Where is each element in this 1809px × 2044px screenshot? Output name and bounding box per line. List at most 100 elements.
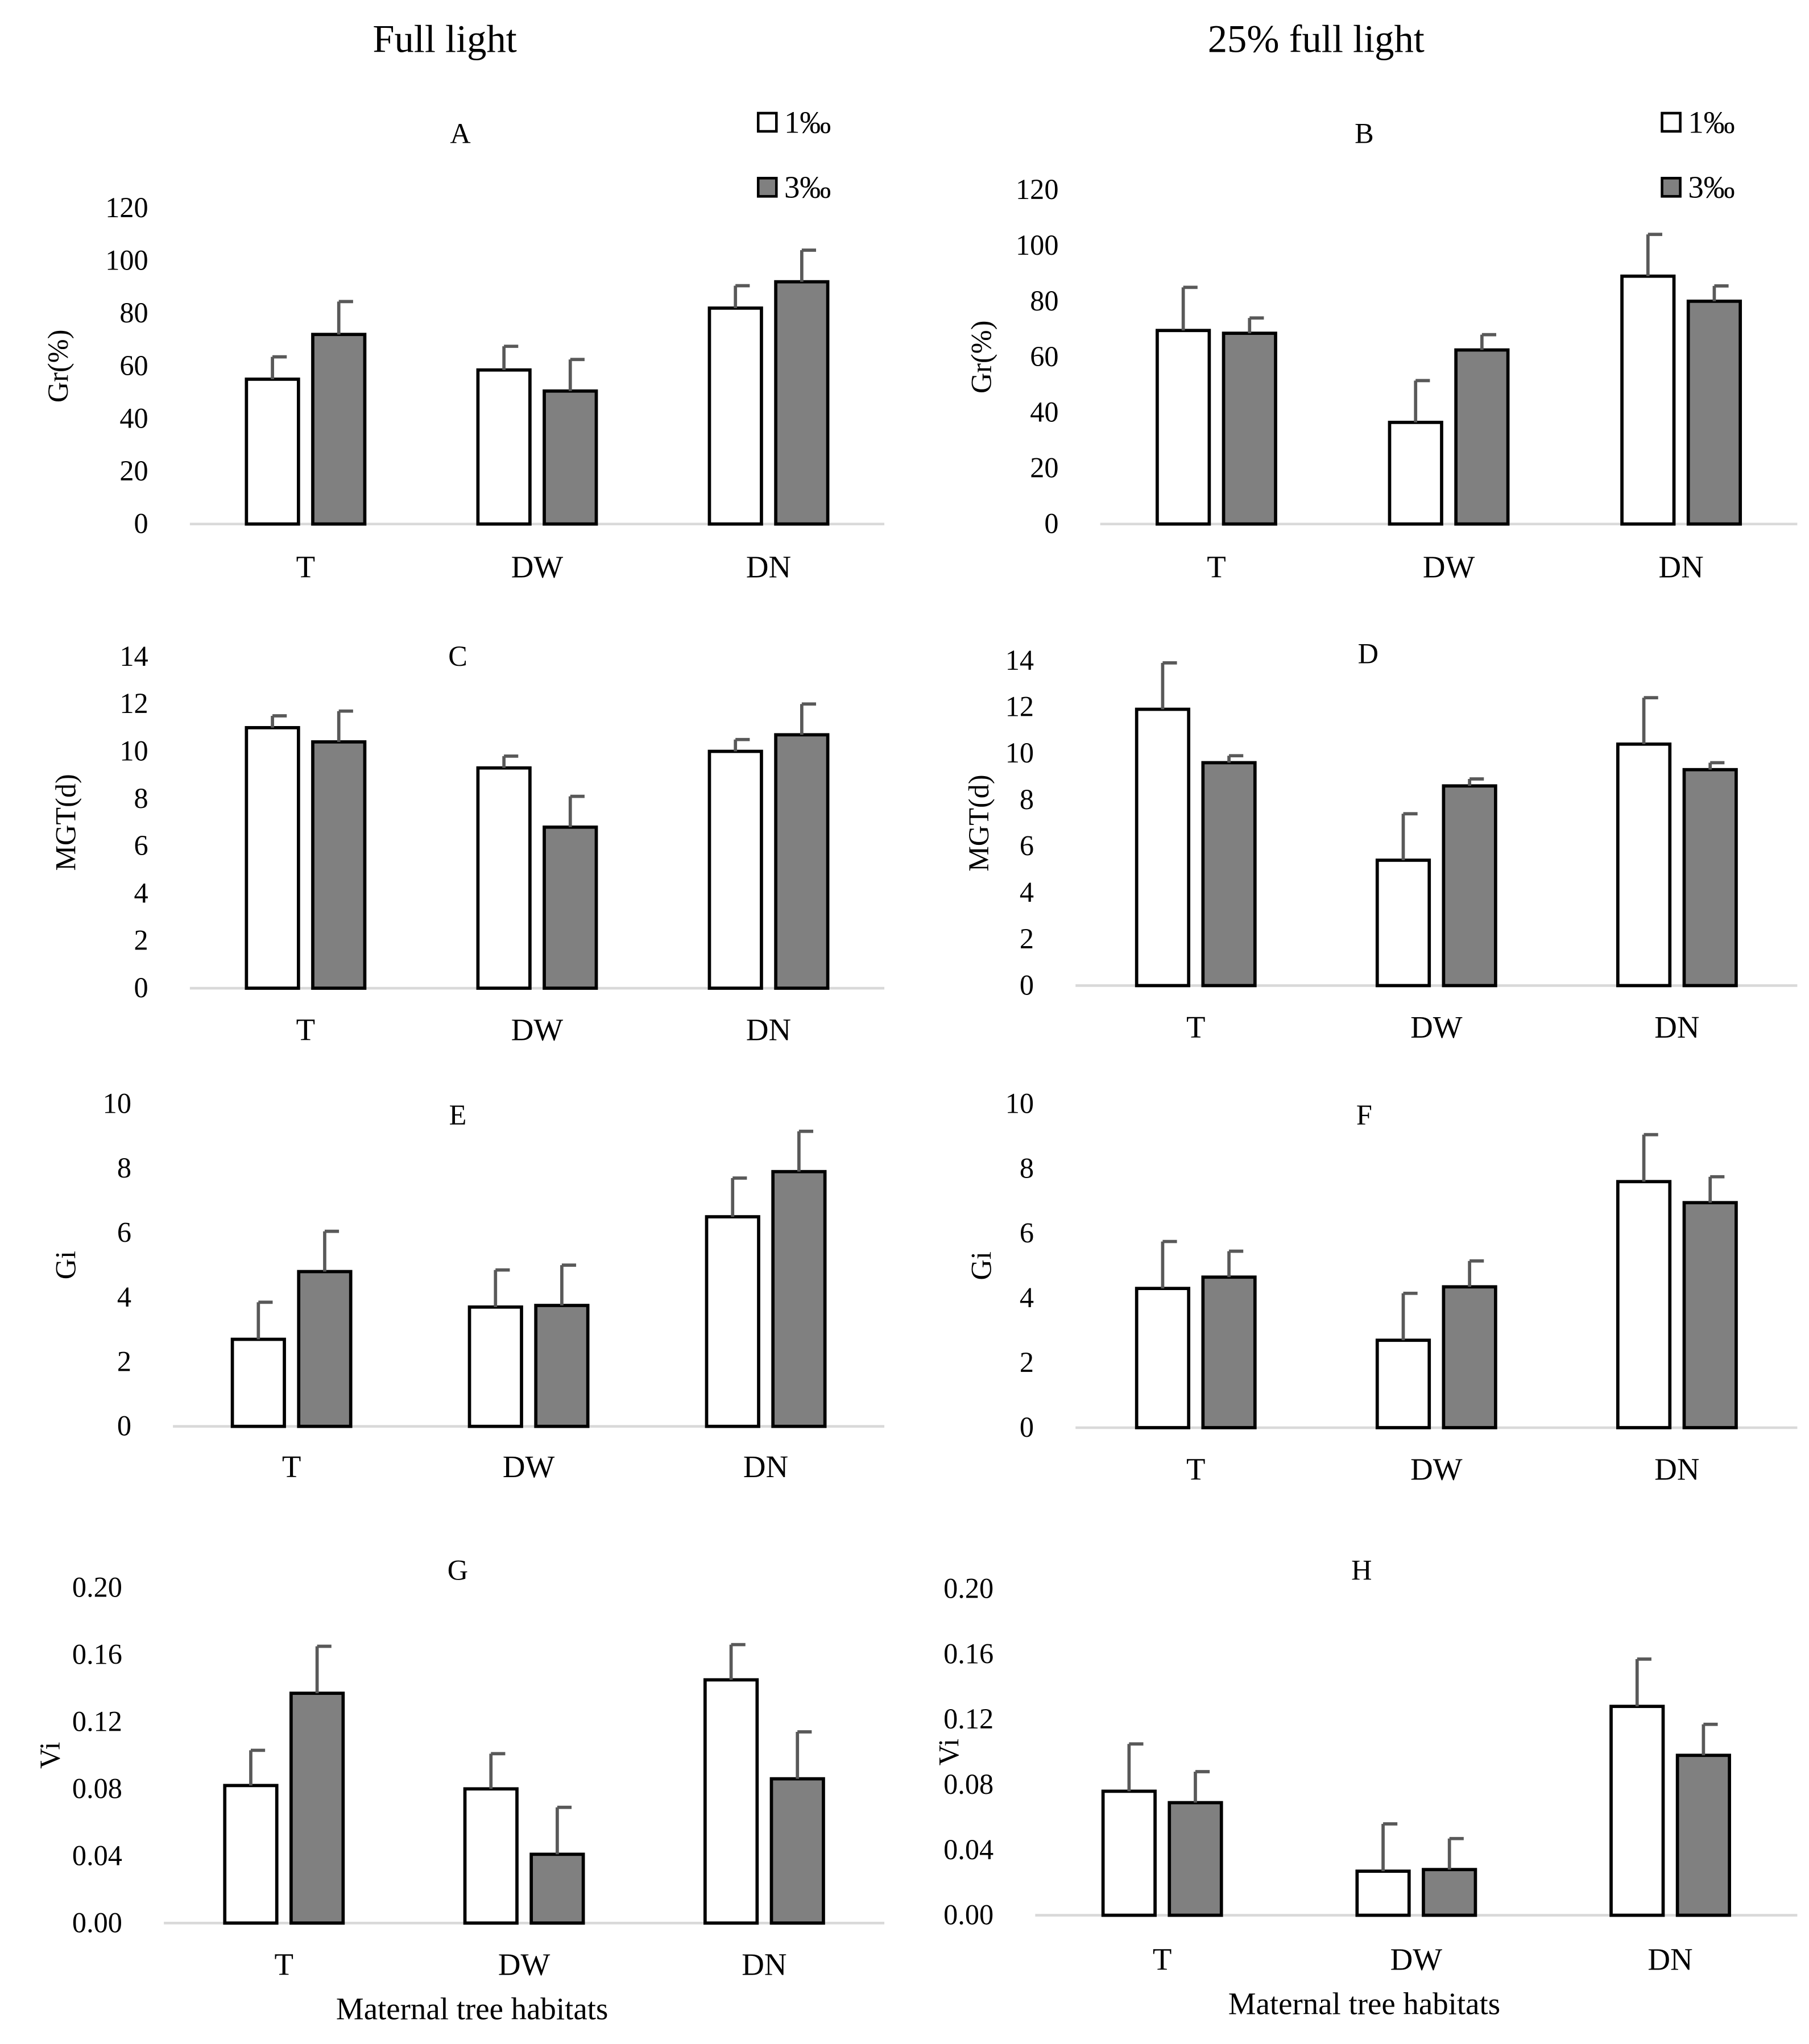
bar-t-series-1 [245,378,300,526]
x-tick-label: T [296,1013,316,1047]
x-tick-label: T [275,1947,294,1982]
bar-dn-series-1 [703,1678,759,1925]
y-tick-label: 0.04 [72,1839,122,1871]
y-tick-label: 4 [1020,876,1034,908]
y-axis-label: Gr(%) [966,321,997,393]
y-tick-label: 20 [1030,452,1058,484]
x-tick-label: DN [746,1013,791,1047]
y-tick-label: 0.08 [943,1768,993,1800]
x-tick-label: T [282,1449,301,1484]
chart-panel-e: E 0 2 4 6 8 10 Gi T DW DN [50,1088,885,1484]
y-tick-label: 8 [1020,783,1034,815]
legend-swatch [1661,177,1682,198]
x-tick-label: T [1186,1010,1206,1044]
panel-label: B [1355,118,1374,150]
x-tick-label: DN [1654,1452,1699,1486]
x-tick-label: DW [1410,1452,1463,1486]
y-axis-label: Vi [34,1742,66,1769]
legend-label: 1‰ [784,105,831,139]
bar-t-series-2 [1168,1801,1223,1917]
bar-dw-series-1 [476,368,532,526]
x-tick-label: DW [1410,1010,1463,1044]
y-tick-label: 2 [134,924,148,956]
y-tick-label: 14 [119,640,148,672]
bar-dw-series-2 [543,825,598,990]
bar-dn-series-1 [707,749,763,990]
legend-b: 1‰ 3‰ [1661,105,1735,205]
y-tick-label: 0.08 [72,1772,122,1804]
column-header-full-light: Full light [372,18,516,61]
chart-panel-b: B 0 20 40 60 80 100 120 Gr(%) T DW DN [966,118,1798,584]
y-tick-label: 4 [1020,1282,1034,1313]
legend-swatch [1661,111,1682,133]
y-tick-label: 120 [1016,173,1058,205]
bar-t-series-2 [311,333,367,526]
bar-dw-series-2 [529,1852,585,1925]
bar-t-series-1 [1156,329,1211,526]
y-tick-label: 0.12 [72,1705,122,1737]
y-tick-label: 120 [105,192,148,223]
y-tick-label: 100 [105,244,148,276]
bar-dn-series-1 [1616,742,1672,988]
bar-t-series-2 [1201,1275,1257,1429]
panel-label: A [450,118,470,150]
bar-t-series-2 [297,1270,353,1428]
bar-t-series-1 [245,725,300,990]
y-tick-label: 100 [1016,229,1058,261]
bar-dn-series-2 [774,280,830,526]
chart-panel-g: G 0.00 0.04 0.08 0.12 0.16 0.20 Vi T DW DN Maternal… [34,1554,885,2026]
y-tick-label: 0 [134,508,148,540]
column-header-25-full-light: 25% full light [1208,18,1425,61]
y-axis-label: MGT(d) [963,774,995,871]
legend-a: 1‰ 3‰ [756,105,831,205]
y-tick-label: 2 [1020,1346,1034,1378]
y-tick-label: 80 [119,297,148,329]
y-tick-label: 0.00 [72,1906,122,1938]
y-tick-label: 4 [117,1281,131,1313]
x-axis-label: Maternal tree habitats [1228,1986,1500,2021]
y-axis-label: Gr(%) [42,330,74,403]
y-tick-label: 60 [1030,341,1058,372]
x-tick-label: DN [1647,1942,1692,1977]
bar-dw-series-2 [1442,784,1497,988]
bar-t-series-2 [1222,331,1277,526]
y-tick-label: 8 [134,782,148,814]
y-tick-label: 12 [119,687,148,719]
x-tick-label: DN [1654,1010,1699,1044]
bar-t-series-1 [1135,1287,1191,1429]
bar-dw-series-1 [1355,1869,1411,1917]
chart-panel-h: H 0.00 0.04 0.08 0.12 0.16 0.20 Vi T DW DN Maternal… [933,1554,1798,2021]
x-tick-label: DW [511,1013,564,1047]
bar-dw-series-2 [1454,348,1510,526]
x-tick-label: DN [1658,549,1703,584]
y-tick-label: 8 [1020,1152,1034,1184]
bar-t-series-2 [289,1691,345,1925]
y-tick-label: 6 [117,1216,131,1248]
x-tick-label: DW [1423,549,1475,584]
y-tick-label: 0.16 [943,1637,993,1669]
bar-dn-series-2 [771,1170,827,1428]
chart-panel-c: C 0 2 4 6 8 10 12 14 MGT(d) T DW DN [50,640,885,1047]
bar-t-series-2 [311,740,367,990]
legend-label: 3‰ [1688,170,1735,205]
y-tick-label: 0 [117,1410,131,1442]
y-tick-label: 10 [1005,737,1034,769]
panel-label: E [449,1099,467,1131]
legend-swatch [756,111,778,133]
bar-t-series-1 [230,1337,286,1428]
y-axis-label: Gi [966,1251,997,1280]
bar-dn-series-1 [1620,274,1676,526]
y-tick-label: 10 [119,735,148,767]
x-tick-label: DW [1390,1942,1443,1977]
panel-label: D [1358,637,1379,669]
panel-label: G [448,1554,468,1586]
y-tick-label: 8 [117,1152,131,1184]
y-tick-label: 0 [1020,1411,1034,1443]
y-tick-label: 0 [1020,969,1034,1001]
y-tick-label: 80 [1030,285,1058,317]
bar-t-series-1 [1101,1789,1157,1917]
y-tick-label: 6 [134,830,148,861]
panel-label: H [1351,1554,1372,1586]
chart-panel-f: F 0 2 4 6 8 10 Gi T DW DN [966,1088,1798,1486]
